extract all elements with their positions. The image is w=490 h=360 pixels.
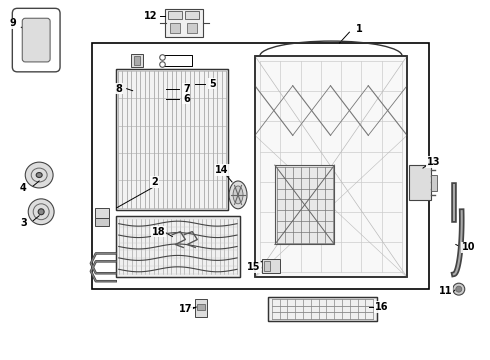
Text: 13: 13 [427,157,441,167]
Text: 15: 15 [247,262,261,272]
Bar [95,208,109,218]
Bar [197,304,205,310]
Text: 4: 4 [20,183,26,193]
Bar [268,297,377,321]
Text: 10: 10 [462,243,475,252]
Bar [431,175,437,191]
Text: 8: 8 [115,84,122,94]
Bar [268,297,377,321]
Bar [275,165,335,244]
Bar [95,218,109,226]
Bar [196,299,207,317]
Bar [134,56,140,65]
Bar [131,54,143,67]
Bar [166,9,203,37]
Text: 7: 7 [183,84,190,94]
Text: 6: 6 [183,94,190,104]
Text: 9: 9 [10,18,17,28]
Text: 14: 14 [216,165,229,175]
Text: 17: 17 [178,304,192,314]
Text: 16: 16 [374,302,388,312]
Text: 2: 2 [151,177,158,187]
Bar [116,69,228,210]
Bar [255,56,407,277]
Text: 12: 12 [144,11,157,21]
Bar [116,216,240,277]
Bar [116,216,240,277]
Bar [187,23,197,33]
Ellipse shape [229,181,247,209]
Bar [116,69,228,210]
Bar [169,11,182,19]
Bar [171,23,180,33]
Ellipse shape [36,172,42,177]
Text: 18: 18 [152,226,165,237]
FancyBboxPatch shape [22,18,50,62]
Bar [262,260,280,273]
Bar [92,43,429,289]
Ellipse shape [38,209,44,215]
Text: 1: 1 [356,24,363,34]
Bar [185,11,199,19]
Ellipse shape [233,186,243,204]
Bar [409,165,431,200]
Bar [264,261,270,271]
Text: 3: 3 [20,218,26,228]
Ellipse shape [25,162,53,188]
Text: 5: 5 [209,79,216,89]
Text: 11: 11 [439,286,453,296]
Circle shape [456,286,462,292]
Bar [255,56,407,277]
Ellipse shape [28,199,54,225]
Circle shape [453,283,465,295]
